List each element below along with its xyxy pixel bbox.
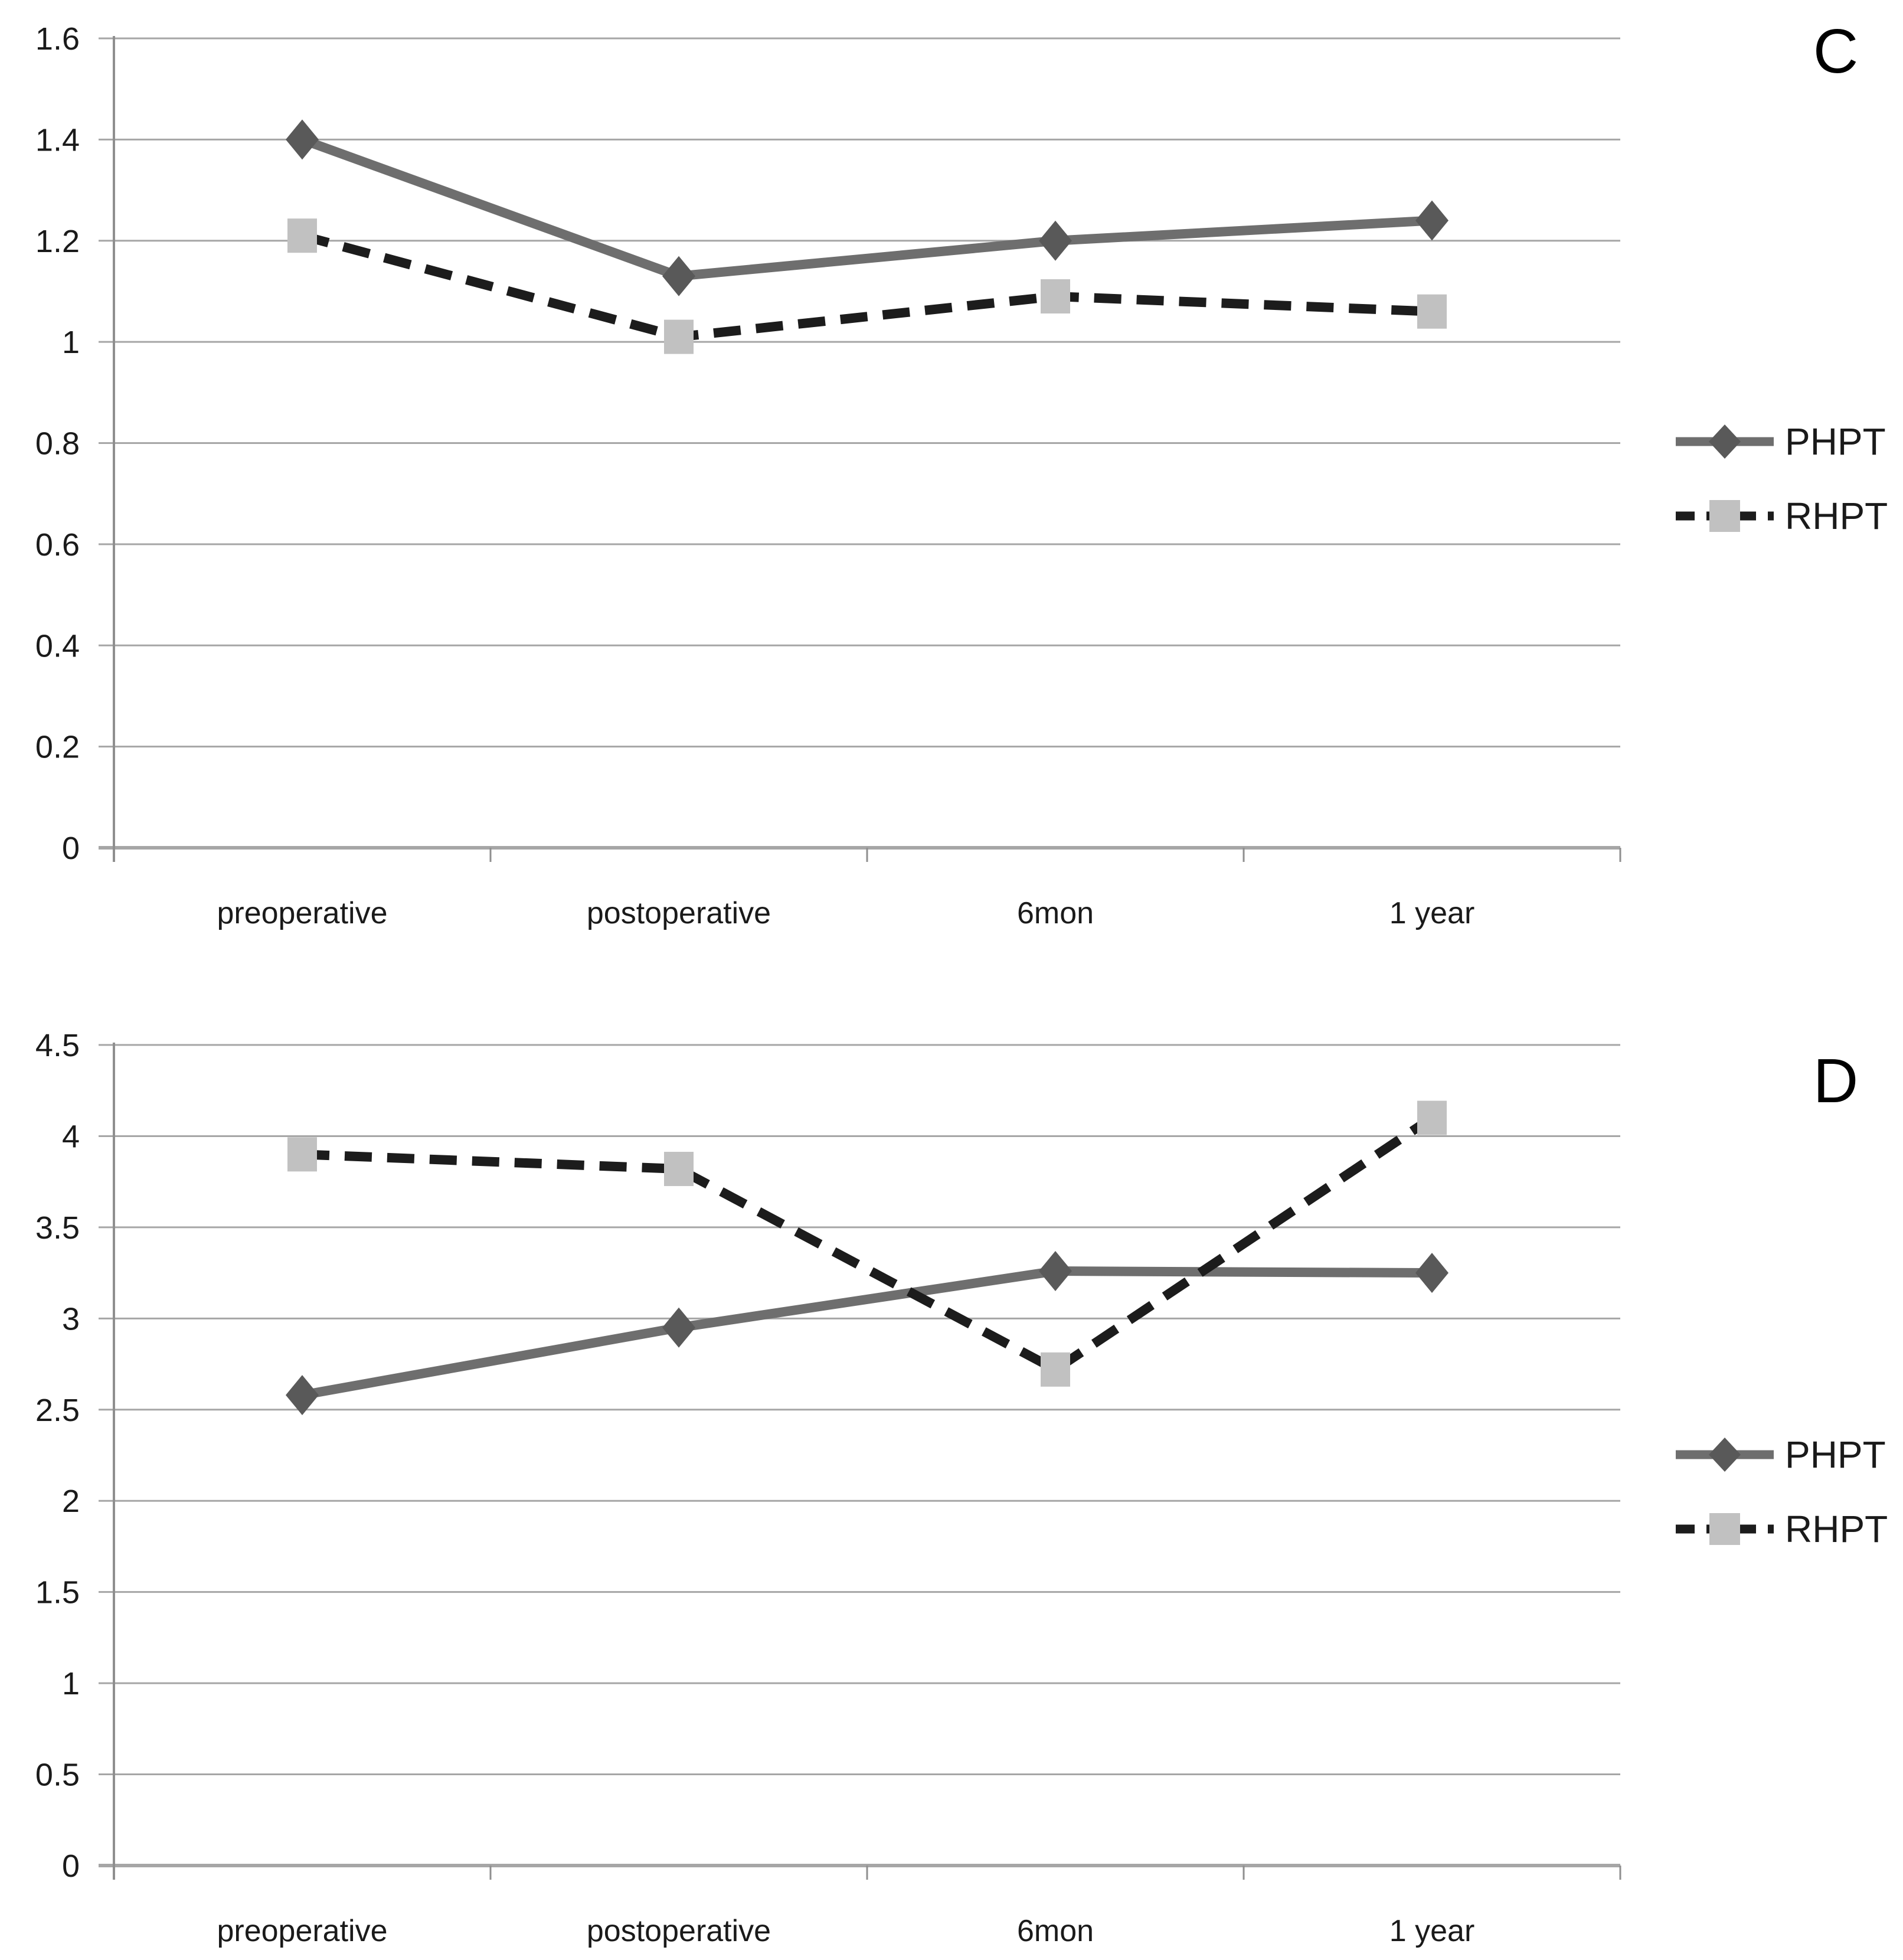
series-line-rhpt	[300, 231, 1433, 342]
series-line-phpt	[300, 135, 1433, 281]
marker-square-rhpt	[664, 1152, 694, 1187]
x-category-label: 6mon	[1017, 1914, 1094, 1948]
y-tick-label: 1.5	[35, 1575, 80, 1611]
marker-square-rhpt	[287, 218, 317, 253]
legend-label-phpt: PHPT	[1785, 1433, 1886, 1476]
y-tick-label: 3.5	[35, 1210, 80, 1246]
legend-label-rhpt: RHPT	[1785, 495, 1888, 537]
legend-item-rhpt: RHPT	[1674, 1508, 1898, 1550]
legend-label-phpt: PHPT	[1785, 420, 1886, 463]
y-tick-label: 1	[62, 1666, 80, 1701]
marker-square-rhpt	[664, 319, 694, 354]
series-line-phpt	[301, 1266, 1433, 1400]
marker-square-rhpt	[1417, 1100, 1447, 1135]
y-tick-label: 4.5	[35, 1028, 80, 1063]
y-tick-label: 2	[62, 1484, 80, 1519]
y-tick-label: 0.6	[35, 527, 80, 563]
x-category-label: postoperative	[587, 896, 771, 930]
panel-label-c: C	[1813, 17, 1859, 86]
marker-diamond-phpt	[662, 1307, 695, 1348]
legend-item-phpt: PHPT	[1674, 420, 1898, 463]
x-category-label: 1 year	[1389, 1914, 1475, 1948]
y-tick-label: 0.4	[35, 628, 80, 664]
x-category-label: postoperative	[587, 1914, 771, 1948]
panel-d: 0 0.5 1 1.5 2 2.5 3 3.5 4 4.5 preoperative postoper…	[0, 980, 1903, 1960]
x-category-label: 6mon	[1017, 896, 1094, 930]
marker-diamond-phpt	[1039, 220, 1072, 261]
rhpt-dashed-line-square-icon	[1676, 500, 1774, 532]
legend-item-rhpt: RHPT	[1674, 495, 1898, 537]
rhpt-dashed-line-square-icon	[1676, 1513, 1774, 1545]
legend-c: PHPT RHPT	[1674, 420, 1898, 537]
series-line-rhpt	[302, 1113, 1435, 1376]
line-chart-d: 0 0.5 1 1.5 2 2.5 3 3.5 4 4.5 preoperative postoper…	[35, 1028, 1621, 1948]
x-category-label: preoperative	[217, 1914, 387, 1948]
marker-square-rhpt	[287, 1137, 317, 1172]
panel-label-d: D	[1813, 1046, 1859, 1116]
y-tick-label: 0.8	[35, 426, 80, 462]
legend-item-phpt: PHPT	[1674, 1433, 1898, 1476]
marker-diamond-phpt	[1415, 200, 1448, 241]
phpt-solid-line-diamond-icon	[1676, 1438, 1774, 1472]
y-tick-label: 0.2	[35, 730, 80, 765]
marker-diamond-phpt	[286, 119, 319, 160]
y-tick-label: 1.4	[35, 122, 80, 158]
line-chart-c: 0 0.2 0.4 0.6 0.8 1 1.2 1.4 1.6 preoperative posto…	[35, 21, 1621, 930]
legend-d: PHPT RHPT	[1674, 1433, 1898, 1550]
marker-square-rhpt	[1041, 1352, 1070, 1387]
panel-c: 0 0.2 0.4 0.6 0.8 1 1.2 1.4 1.6 preoperative posto…	[35, 17, 1898, 930]
y-tick-label: 2.5	[35, 1393, 80, 1428]
y-tick-label: 0	[62, 1848, 80, 1884]
x-category-label: preoperative	[217, 896, 387, 930]
marker-diamond-phpt	[1415, 1253, 1448, 1293]
marker-square-rhpt	[1041, 279, 1070, 314]
y-tick-label: 1.6	[35, 21, 80, 57]
marker-diamond-phpt	[1039, 1251, 1072, 1292]
marker-square-rhpt	[1417, 294, 1447, 329]
marker-diamond-phpt	[662, 256, 695, 296]
y-tick-label: 0.5	[35, 1758, 80, 1793]
y-tick-label: 3	[62, 1301, 80, 1337]
marker-diamond-phpt	[286, 1375, 319, 1416]
y-tick-label: 1.2	[35, 224, 80, 259]
x-category-label: 1 year	[1389, 896, 1475, 930]
legend-label-rhpt: RHPT	[1785, 1508, 1888, 1550]
y-tick-label: 4	[62, 1119, 80, 1154]
y-tick-label: 0	[62, 831, 80, 866]
y-tick-label: 1	[62, 325, 80, 360]
phpt-solid-line-diamond-icon	[1676, 424, 1774, 459]
